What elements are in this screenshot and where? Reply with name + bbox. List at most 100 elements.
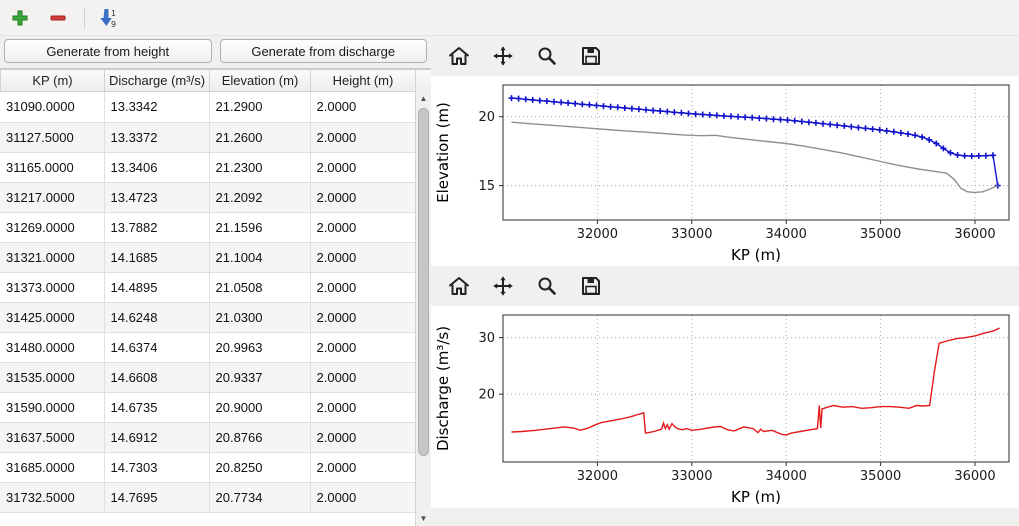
- remove-row-button[interactable]: [44, 6, 72, 30]
- table-cell[interactable]: 13.4723: [104, 182, 210, 213]
- table-cell[interactable]: 31535.0000: [0, 362, 105, 393]
- table-cell[interactable]: 13.3372: [104, 122, 210, 153]
- table-header-row: KP (m) Discharge (m³/s) Elevation (m) Heigh…: [0, 69, 431, 92]
- table-cell[interactable]: 20.8766: [209, 422, 311, 453]
- svg-text:36000: 36000: [954, 227, 995, 242]
- column-header[interactable]: Discharge (m³/s): [104, 69, 210, 92]
- home-icon: [449, 47, 469, 65]
- table-row: 31480.0000 14.6374 20.9963 2.0000: [0, 332, 416, 363]
- table-cell[interactable]: 20.9337: [209, 362, 311, 393]
- table-cell[interactable]: 2.0000: [310, 422, 416, 453]
- svg-text:34000: 34000: [766, 469, 807, 484]
- scrollbar-handle[interactable]: [418, 108, 429, 457]
- zoom-button[interactable]: [531, 270, 563, 302]
- table-row: 31732.5000 14.7695 20.7734 2.0000: [0, 482, 416, 513]
- table-cell[interactable]: 14.6374: [104, 332, 210, 363]
- table-cell[interactable]: 31732.5000: [0, 482, 105, 513]
- table-cell[interactable]: 2.0000: [310, 242, 416, 273]
- toolbar-separator: [84, 6, 85, 29]
- table-cell[interactable]: 31269.0000: [0, 212, 105, 243]
- scrollbar-track[interactable]: [416, 106, 431, 511]
- zoom-button[interactable]: [531, 40, 563, 72]
- table-cell[interactable]: 2.0000: [310, 302, 416, 333]
- table-cell[interactable]: 14.7303: [104, 452, 210, 483]
- table-cell[interactable]: 31090.0000: [0, 92, 105, 123]
- elevation-chart-canvas[interactable]: 32000 33000 34000 35000 36000 15 20 KP (m) Eleva…: [431, 76, 1019, 266]
- table-cell[interactable]: 21.1596: [209, 212, 311, 243]
- table-cell[interactable]: 2.0000: [310, 332, 416, 363]
- table-scrollbar[interactable]: ▲ ▼: [415, 91, 431, 526]
- table-cell[interactable]: 14.6608: [104, 362, 210, 393]
- table-cell[interactable]: 13.3406: [104, 152, 210, 183]
- table-cell[interactable]: 2.0000: [310, 452, 416, 483]
- table-cell[interactable]: 31425.0000: [0, 302, 105, 333]
- add-row-button[interactable]: [6, 6, 34, 30]
- table-cell[interactable]: 31373.0000: [0, 272, 105, 303]
- table-cell[interactable]: 21.0508: [209, 272, 311, 303]
- table-cell[interactable]: 14.6248: [104, 302, 210, 333]
- table-cell[interactable]: 14.7695: [104, 482, 210, 513]
- table-cell[interactable]: 20.9963: [209, 332, 311, 363]
- table-body: 31090.0000 13.3342 21.2900 2.0000 31127.5000…: [0, 92, 416, 513]
- chart-plot[interactable]: 32000 33000 34000 35000 36000 15 20 KP (m) Eleva…: [431, 76, 1019, 266]
- table-cell[interactable]: 31127.5000: [0, 122, 105, 153]
- table-cell[interactable]: 2.0000: [310, 362, 416, 393]
- table-cell[interactable]: 21.0300: [209, 302, 311, 333]
- sort-rows-button[interactable]: 1 9: [93, 5, 123, 31]
- table-cell[interactable]: 20.9000: [209, 392, 311, 423]
- table-cell[interactable]: 21.2300: [209, 152, 311, 183]
- home-button[interactable]: [443, 40, 475, 72]
- column-header[interactable]: Elevation (m): [209, 69, 311, 92]
- table-row: 31321.0000 14.1685 21.1004 2.0000: [0, 242, 416, 273]
- save-icon: [582, 277, 600, 295]
- svg-text:Elevation (m): Elevation (m): [434, 102, 452, 203]
- table-cell[interactable]: 20.8250: [209, 452, 311, 483]
- table-cell[interactable]: 14.6735: [104, 392, 210, 423]
- table-cell[interactable]: 14.4895: [104, 272, 210, 303]
- table-row: 31685.0000 14.7303 20.8250 2.0000: [0, 452, 416, 483]
- scrollbar-down-button[interactable]: ▼: [416, 511, 431, 526]
- table-cell[interactable]: 2.0000: [310, 272, 416, 303]
- charts-panel: 32000 33000 34000 35000 36000 15 20 KP (m) Eleva…: [431, 36, 1019, 526]
- table-cell[interactable]: 2.0000: [310, 152, 416, 183]
- table-cell[interactable]: 21.2600: [209, 122, 311, 153]
- table-cell[interactable]: 21.2900: [209, 92, 311, 123]
- table-cell[interactable]: 31590.0000: [0, 392, 105, 423]
- svg-text:1: 1: [111, 9, 116, 18]
- chart-plot[interactable]: 32000 33000 34000 35000 36000 20 30 KP (m) Disch…: [431, 306, 1019, 508]
- generate-from-height-button[interactable]: Generate from height: [4, 39, 212, 63]
- table-cell[interactable]: 2.0000: [310, 92, 416, 123]
- pan-button[interactable]: [487, 40, 519, 72]
- generate-from-discharge-button[interactable]: Generate from discharge: [219, 39, 427, 63]
- save-button[interactable]: [575, 270, 607, 302]
- table-cell[interactable]: 31165.0000: [0, 152, 105, 183]
- table-cell[interactable]: 14.6912: [104, 422, 210, 453]
- table-header: KP (m) Discharge (m³/s) Elevation (m) Heigh…: [0, 69, 431, 92]
- table-cell[interactable]: 13.7882: [104, 212, 210, 243]
- table-cell[interactable]: 31321.0000: [0, 242, 105, 273]
- scrollbar-up-button[interactable]: ▲: [416, 91, 431, 106]
- save-button[interactable]: [575, 40, 607, 72]
- home-button[interactable]: [443, 270, 475, 302]
- table-cell[interactable]: 2.0000: [310, 482, 416, 513]
- table-cell[interactable]: 2.0000: [310, 392, 416, 423]
- column-header[interactable]: Height (m): [310, 69, 416, 92]
- pan-button[interactable]: [487, 270, 519, 302]
- table-cell[interactable]: 2.0000: [310, 122, 416, 153]
- table-cell[interactable]: 13.3342: [104, 92, 210, 123]
- table-cell[interactable]: 20.7734: [209, 482, 311, 513]
- svg-text:33000: 33000: [671, 227, 712, 242]
- table-cell[interactable]: 31685.0000: [0, 452, 105, 483]
- column-header[interactable]: KP (m): [0, 69, 105, 92]
- table-cell[interactable]: 31637.5000: [0, 422, 105, 453]
- table-cell[interactable]: 2.0000: [310, 212, 416, 243]
- table-cell[interactable]: 31480.0000: [0, 332, 105, 363]
- table-cell[interactable]: 2.0000: [310, 182, 416, 213]
- table-cell[interactable]: 21.2092: [209, 182, 311, 213]
- table-cell[interactable]: 14.1685: [104, 242, 210, 273]
- table-cell[interactable]: 31217.0000: [0, 182, 105, 213]
- table-row: 31090.0000 13.3342 21.2900 2.0000: [0, 92, 416, 123]
- table-cell[interactable]: 21.1004: [209, 242, 311, 273]
- svg-text:35000: 35000: [860, 227, 901, 242]
- discharge-chart-canvas[interactable]: 32000 33000 34000 35000 36000 20 30 KP (m) Disch…: [431, 306, 1019, 508]
